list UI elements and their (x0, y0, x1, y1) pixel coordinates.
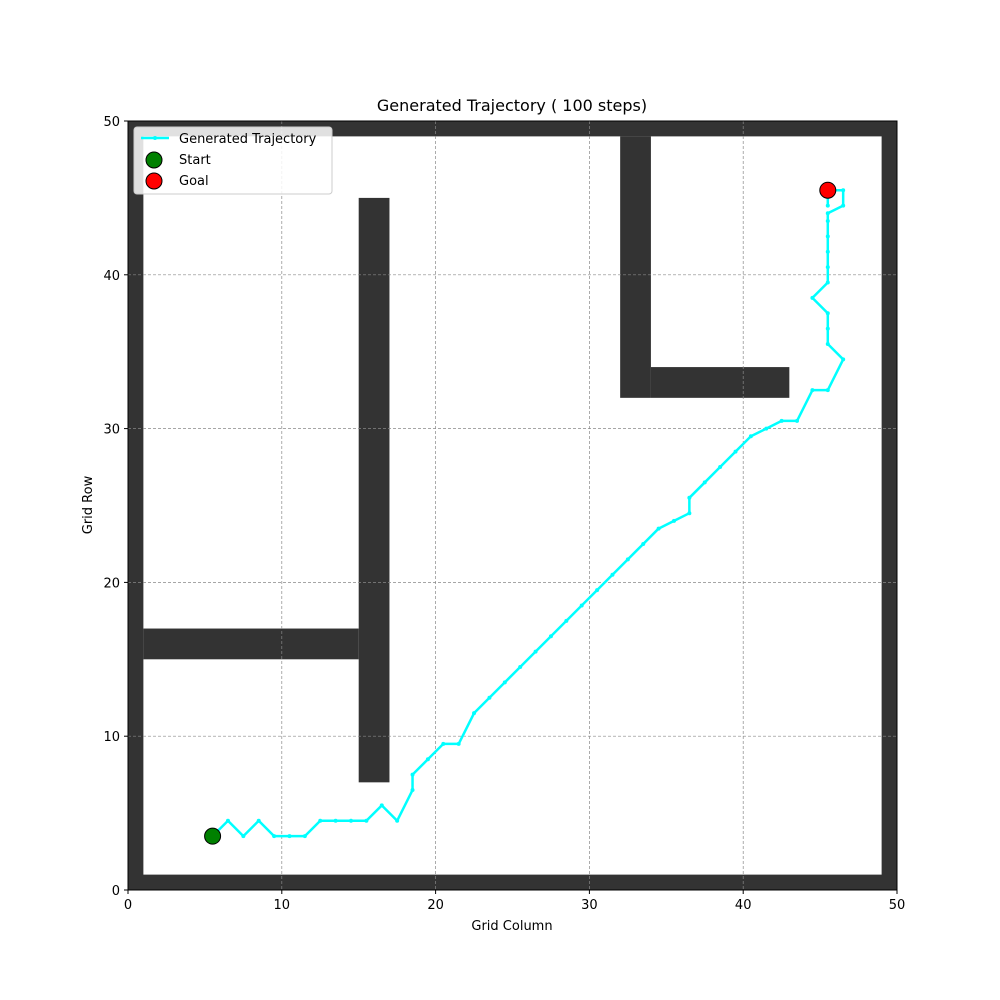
trajectory-point (425, 757, 430, 762)
legend-goal-label: Goal (179, 174, 209, 189)
trajectory-point (779, 418, 784, 423)
trajectory-point (487, 695, 492, 700)
y-tick-label: 20 (103, 576, 120, 591)
legend-goal-marker (145, 172, 163, 190)
goal-marker (819, 181, 837, 199)
trajectory-point (825, 234, 830, 239)
trajectory-point (702, 480, 707, 485)
trajectory-line (211, 188, 845, 838)
trajectory-point (256, 818, 261, 823)
trajectory-point (595, 588, 600, 593)
legend-start-label: Start (179, 153, 211, 168)
trajectory-point (379, 803, 384, 808)
trajectory-point (687, 511, 692, 516)
legend-trajectory-marker (153, 136, 157, 140)
trajectory-point (687, 495, 692, 500)
trajectory-point (533, 649, 538, 654)
trajectory-point (825, 326, 830, 331)
trajectory-point (518, 664, 523, 669)
trajectory-point (825, 311, 830, 316)
trajectory-point (302, 834, 307, 839)
trajectory-point (441, 741, 446, 746)
trajectory-point (395, 818, 400, 823)
trajectory-point (718, 465, 723, 470)
trajectory-point (825, 388, 830, 393)
legend-start-marker (145, 151, 163, 169)
y-tick-label: 10 (103, 730, 120, 745)
plot-background (128, 121, 897, 890)
x-tick-label: 10 (274, 898, 291, 913)
plot-area: 0 10 20 30 40 50 0 10 20 30 40 50 (103, 115, 905, 913)
chart-title: Generated Trajectory ( 100 steps) (377, 96, 647, 115)
x-tick-label: 50 (889, 898, 906, 913)
trajectory-point (825, 280, 830, 285)
trajectory-point (825, 342, 830, 347)
y-tick-label: 0 (112, 884, 120, 899)
trajectory-point (825, 218, 830, 223)
trajectory-point (810, 295, 815, 300)
x-tick-label: 30 (581, 898, 598, 913)
legend-frame (133, 126, 333, 195)
trajectory-point (625, 557, 630, 562)
trajectory-point (364, 818, 369, 823)
trajectory-point (825, 265, 830, 270)
trajectory-point (825, 203, 830, 208)
trajectory-point (410, 788, 415, 793)
y-tick-label: 50 (103, 115, 120, 130)
trajectory-point (349, 818, 354, 823)
trajectory-point (841, 203, 846, 208)
wall-2 (128, 121, 144, 890)
wall-1 (128, 874, 897, 890)
trajectory-point (472, 711, 477, 716)
y-tick-label: 30 (103, 423, 120, 438)
trajectory-point (748, 434, 753, 439)
trajectory-point (610, 572, 615, 577)
axes-frame (127, 120, 898, 891)
trajectory-point (318, 818, 323, 823)
x-tick-label: 0 (124, 898, 132, 913)
trajectory-point (579, 603, 584, 608)
trajectory-point (764, 426, 769, 431)
wall-4 (358, 197, 390, 783)
trajectory-point (241, 834, 246, 839)
start-marker (204, 827, 222, 845)
trajectory-point (733, 449, 738, 454)
trajectory-point (548, 634, 553, 639)
trajectory-point (333, 818, 338, 823)
x-tick-label: 40 (735, 898, 752, 913)
trajectory-point (656, 526, 661, 531)
trajectory-point (502, 680, 507, 685)
trajectory-point (825, 249, 830, 254)
wall-3 (881, 121, 897, 890)
wall-6 (620, 136, 651, 398)
y-axis-label: Grid Row (81, 475, 96, 534)
trajectory-point (641, 541, 646, 546)
legend: Generated Trajectory Start Goal (133, 126, 333, 195)
trajectory-point (810, 388, 815, 393)
trajectory-point (841, 357, 846, 362)
trajectory-point (841, 188, 846, 193)
trajectory-point (456, 741, 461, 746)
trajectory-point (272, 834, 277, 839)
trajectory-point (410, 772, 415, 777)
trajectory-point (825, 211, 830, 216)
wall-5 (143, 628, 359, 660)
trajectory-point (564, 618, 569, 623)
wall-7 (650, 367, 790, 398)
x-tick-label: 20 (427, 898, 444, 913)
x-axis-label: Grid Column (471, 919, 552, 934)
trajectory-point (671, 518, 676, 523)
y-tick-label: 40 (103, 269, 120, 284)
trajectory-point (225, 818, 230, 823)
trajectory-point (795, 418, 800, 423)
legend-trajectory-label: Generated Trajectory (179, 132, 317, 147)
trajectory-point (287, 834, 292, 839)
